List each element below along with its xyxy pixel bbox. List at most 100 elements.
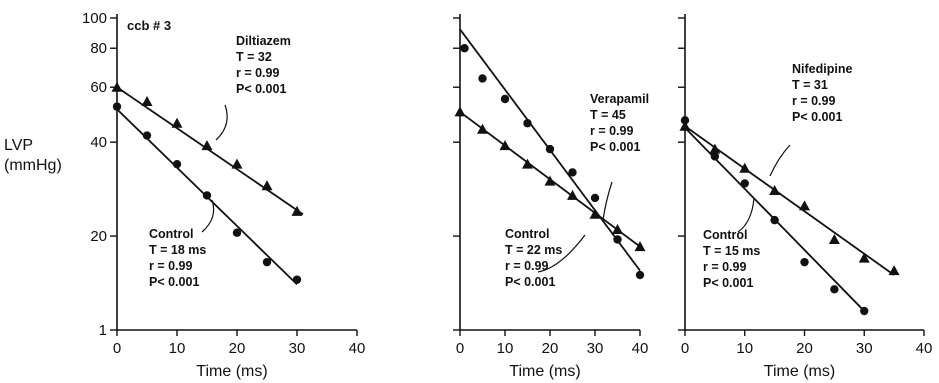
data-point-circle [460, 44, 469, 53]
x-tick-label: 10 [497, 340, 514, 357]
annotation-line: T = 22 ms [505, 243, 562, 257]
data-point-circle [500, 94, 510, 104]
annotation-control: Control T = 18 ms r = 0.99 P< 0.001 [149, 199, 215, 289]
data-point-circle [710, 152, 720, 161]
y-tick-label: 20 [90, 228, 107, 245]
annotation-line: Diltiazem [236, 34, 291, 48]
x-tick-label: 30 [856, 340, 873, 357]
x-axis-title: Time (ms) [764, 363, 835, 380]
x-tick-label: 10 [169, 340, 186, 357]
regression-line [116, 86, 304, 215]
data-point-triangle [634, 241, 646, 252]
data-point-triangle [589, 208, 601, 219]
x-tick-label: 40 [349, 340, 366, 357]
data-point-circle [545, 144, 555, 154]
data-point-circle [613, 235, 622, 244]
data-point-triangle [799, 200, 810, 211]
y-tick-label: 40 [90, 134, 107, 151]
annotation-line: r = 0.99 [236, 66, 279, 80]
data-point-circle [635, 270, 645, 280]
leader-line [201, 199, 215, 233]
data-point-triangle [888, 265, 900, 276]
annotation-line: r = 0.99 [703, 260, 746, 274]
series-control [459, 28, 645, 280]
annotation-line: P< 0.001 [590, 140, 640, 154]
leader-line [737, 197, 755, 233]
x-tick-label: 30 [587, 340, 604, 357]
annotation-line: P< 0.001 [505, 275, 555, 289]
data-point-circle [202, 191, 212, 200]
annotation-line: Control [149, 227, 193, 241]
x-tick-label: 0 [113, 340, 121, 357]
y-axis-title-line2: (mmHg) [4, 157, 62, 174]
leader-line [215, 104, 228, 141]
data-point-triangle [477, 123, 488, 134]
data-point-circle [112, 102, 122, 111]
x-tick-label: 40 [916, 340, 933, 357]
data-point-triangle [858, 252, 870, 263]
annotation-line: Control [703, 228, 747, 242]
annotation-line: r = 0.99 [590, 124, 633, 138]
x-tick-label: 30 [289, 340, 306, 357]
annotation-line: Control [505, 227, 549, 241]
annotation-line: T = 18 ms [149, 243, 206, 257]
data-point-circle [740, 179, 749, 188]
annotation-line: P< 0.001 [236, 82, 286, 96]
data-point-triangle [612, 223, 623, 234]
data-point-triangle [261, 180, 273, 191]
data-point-circle [830, 285, 839, 294]
data-point-circle [568, 168, 577, 177]
data-point-circle [770, 215, 779, 225]
data-point-triangle [141, 95, 153, 106]
data-point-triangle [231, 158, 243, 169]
data-point-triangle [201, 140, 213, 151]
x-tick-label: 10 [736, 340, 753, 357]
annotation-nifedipine: Nifedipine T = 31 r = 0.99 P< 0.001 [769, 62, 852, 177]
leader-line [602, 181, 613, 221]
data-point-triangle [454, 106, 466, 117]
series-control [112, 102, 302, 286]
data-point-circle [142, 131, 152, 140]
y-axis-title: LVP (mmHg) [4, 137, 62, 174]
y-tick-label: 1 [99, 322, 107, 339]
data-point-circle [478, 74, 487, 83]
x-tick-label: 40 [632, 340, 649, 357]
x-tick-label: 0 [681, 340, 689, 357]
panel-2: 0 10 20 30 40 Time (ms) Verapamil T = 45 r = 0.9… [453, 14, 649, 380]
annotation-line: P< 0.001 [703, 276, 753, 290]
leader-line [769, 144, 791, 177]
leader-line [537, 234, 586, 273]
data-point-circle [172, 159, 182, 169]
annotation-line: Nifedipine [792, 62, 852, 76]
data-point-circle [523, 119, 532, 128]
annotation-control: Control T = 22 ms r = 0.99 P< 0.001 [505, 227, 586, 289]
annotation-line: T = 45 [590, 108, 626, 122]
data-point-triangle [522, 158, 533, 169]
annotation-line: P< 0.001 [792, 110, 842, 124]
data-point-circle [800, 257, 809, 267]
data-point-triangle [709, 143, 721, 154]
data-point-triangle [291, 205, 303, 216]
x-tick-label: 20 [796, 340, 813, 357]
annotation-control: Control T = 15 ms r = 0.99 P< 0.001 [703, 197, 760, 290]
annotation-line: T = 31 [792, 78, 828, 92]
data-point-circle [292, 275, 302, 284]
panel-1: 100 80 60 40 20 10 10 20 30 40 Time (ms) ccb # 3 Dil… [82, 10, 365, 380]
data-point-triangle [567, 189, 578, 200]
x-axis-title: Time (ms) [196, 363, 267, 380]
data-point-triangle [111, 81, 123, 92]
y-tick-label: 80 [90, 40, 107, 57]
data-point-triangle [769, 184, 781, 195]
x-tick-label: 20 [542, 340, 559, 357]
data-point-triangle [544, 175, 556, 186]
data-point-triangle [679, 120, 691, 131]
series-control [680, 116, 869, 316]
series-nifedipine [679, 120, 900, 276]
data-point-triangle [828, 234, 840, 245]
annotation-line: T = 15 ms [703, 244, 760, 258]
annotation-diltiazem: Diltiazem T = 32 r = 0.99 P< 0.001 [215, 34, 291, 141]
data-point-triangle [171, 117, 183, 128]
data-point-circle [232, 228, 242, 237]
annotation-line: T = 32 [236, 50, 272, 64]
